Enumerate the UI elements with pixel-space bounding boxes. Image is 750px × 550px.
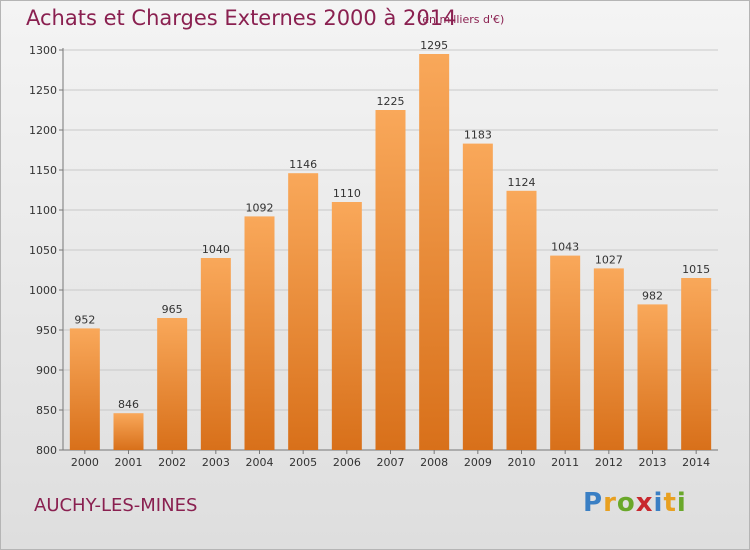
value-label: 965 [162,303,183,316]
bar-2012 [593,268,624,450]
value-label: 1027 [595,253,623,266]
logo-letter: t [663,488,677,518]
value-label: 1295 [420,39,448,52]
logo-letter: i [653,488,664,518]
x-tick-label: 2010 [508,456,536,469]
x-tick-label: 2001 [115,456,143,469]
y-tick-label: 850 [36,404,57,417]
x-tick-label: 2005 [289,456,317,469]
x-tick-label: 2009 [464,456,492,469]
y-tick-label: 1100 [29,204,57,217]
bar-2005 [288,173,319,450]
logo-letter: i [676,488,687,518]
y-tick-label: 1150 [29,164,57,177]
value-label: 1225 [377,95,405,108]
bar-2000 [69,328,100,450]
value-label: 1015 [682,263,710,276]
bar-2013 [637,304,668,450]
value-label: 1124 [508,176,536,189]
value-label: 1092 [246,201,274,214]
x-tick-label: 2011 [551,456,579,469]
bar-2007 [375,110,406,450]
value-label: 846 [118,398,139,411]
y-tick-label: 1250 [29,84,57,97]
value-label: 952 [74,313,95,326]
bar-2001 [113,413,144,450]
x-tick-label: 2007 [377,456,405,469]
x-tick-label: 2004 [246,456,274,469]
x-tick-label: 2014 [682,456,710,469]
location-label: AUCHY-LES-MINES [34,495,198,516]
bars [69,54,712,451]
x-tick-label: 2003 [202,456,230,469]
bar-2006 [331,202,362,450]
logo-letter: o [616,488,636,518]
y-tick-label: 900 [36,364,57,377]
x-tick-label: 2002 [158,456,186,469]
value-label: 1043 [551,241,579,254]
bar-2002 [157,318,188,450]
y-tick-label: 1300 [29,44,57,57]
y-tick-label: 1000 [29,284,57,297]
bar-2003 [200,258,231,450]
value-label: 1146 [289,158,317,171]
bar-2011 [550,255,581,450]
x-tick-label: 2008 [420,456,448,469]
bar-2004 [244,216,275,450]
y-tick-label: 800 [36,444,57,457]
bar-2014 [681,278,712,450]
logo-letter: r [603,488,617,518]
x-tick-label: 2006 [333,456,361,469]
chart-subtitle: (en milliers d'€) [418,13,505,26]
logo-letter: P [583,488,604,518]
labels: 800 850 900 950 1000 1050 1100 1150 1200 1250 1300… [29,39,710,469]
x-tick-label: 2000 [71,456,99,469]
logo-letter: x [635,488,654,518]
proxiti-logo[interactable]: Proxiti [583,488,687,518]
x-tick-label: 2012 [595,456,623,469]
value-label: 1040 [202,243,230,256]
y-tick-label: 1200 [29,124,57,137]
y-tick-label: 950 [36,324,57,337]
y-tick-label: 1050 [29,244,57,257]
value-label: 982 [642,289,663,302]
x-tick-label: 2013 [639,456,667,469]
value-label: 1110 [333,187,361,200]
bar-2010 [506,190,537,451]
value-label: 1183 [464,129,492,142]
bar-2009 [462,143,493,450]
chart-title: Achats et Charges Externes 2000 à 2014 [26,6,457,30]
bar-2008 [419,54,450,450]
